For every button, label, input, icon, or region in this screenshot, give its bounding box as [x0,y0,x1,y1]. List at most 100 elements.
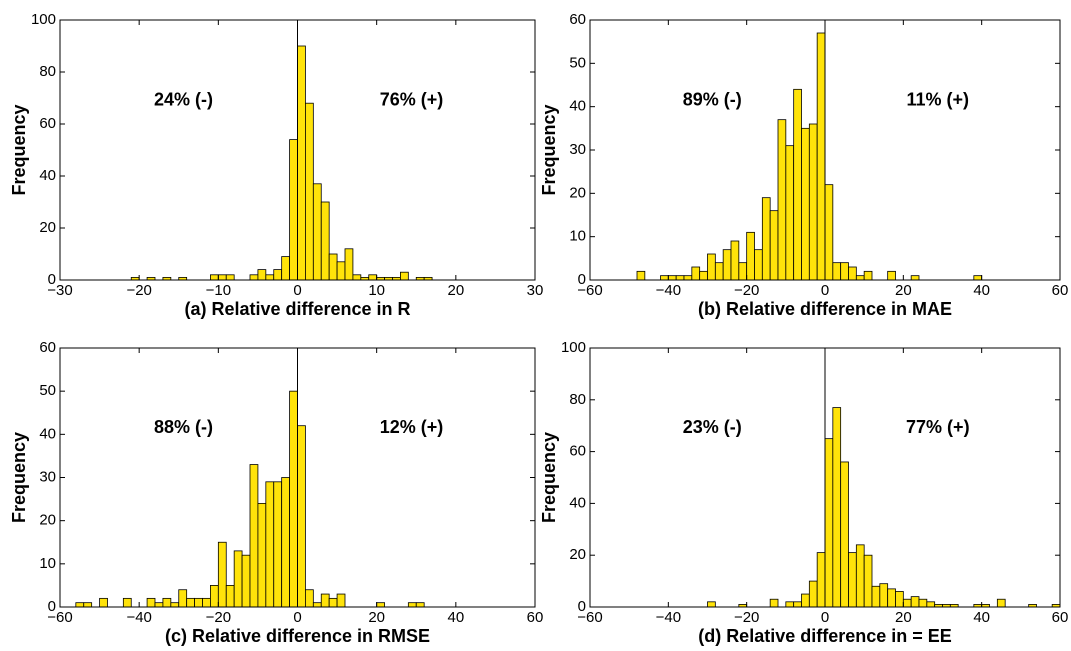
y-tick-label: 20 [39,512,56,529]
bar [636,270,646,281]
bar [265,274,275,281]
x-tick-label: 0 [293,609,301,626]
bar [257,502,267,608]
x-tick-label: −60 [577,282,602,299]
y-tick-label: 20 [39,219,56,236]
bar [320,201,330,281]
x-tick-label: 60 [1052,609,1069,626]
y-tick-label: 30 [569,141,586,158]
y-tick-label: 0 [48,271,56,288]
bar [273,269,283,281]
bar [910,596,920,608]
x-tick-label: −20 [206,609,231,626]
x-tick-label: 60 [527,609,544,626]
y-tick-label: 80 [569,391,586,408]
bar [312,183,322,281]
bar [761,197,771,281]
bar [769,598,779,608]
x-tick-label: 20 [447,282,464,299]
bar [281,256,290,281]
y-axis-label: Frequency [539,104,559,195]
bar [691,266,701,281]
x-axis-label: (a) Relative difference in R [184,299,410,319]
x-tick-label: 30 [527,282,544,299]
bar [154,602,164,608]
y-tick-label: 10 [39,555,56,572]
bar [816,552,826,608]
bar [895,591,904,608]
bar [973,275,983,281]
x-tick-label: 40 [973,282,990,299]
x-tick-label: 0 [821,282,829,299]
bar [840,262,849,281]
bar [824,438,834,608]
x-tick-label: 40 [447,609,464,626]
annotation: 23% (-) [683,417,742,437]
x-tick-label: 0 [821,609,829,626]
y-tick-label: 80 [39,63,56,80]
bar [217,541,227,608]
bar [730,240,740,281]
y-tick-label: 60 [569,443,586,460]
bar [368,274,378,281]
bar [910,275,920,281]
bar [855,544,865,608]
x-tick-label: −40 [656,609,681,626]
bar [863,270,873,281]
bar [918,598,928,608]
annotation: 77% (+) [906,417,970,437]
bar [808,580,818,608]
bar [257,269,267,281]
x-axis-label: (d) Relative difference in = EE [698,626,952,646]
bar [769,210,779,281]
bar [281,477,290,608]
y-tick-label: 20 [569,546,586,563]
y-tick-label: 100 [561,339,586,356]
bar [376,602,385,608]
bar [241,554,251,608]
x-tick-label: 0 [293,282,301,299]
bar [855,275,865,281]
bar [170,602,180,608]
bar [902,598,912,608]
bar [707,253,716,281]
bar [225,274,235,281]
bar [785,601,795,608]
y-tick-label: 60 [39,339,56,356]
bar [793,601,802,608]
annotation: 24% (-) [154,89,213,109]
x-tick-label: 60 [1052,282,1069,299]
bar [707,601,716,608]
bar [738,262,748,281]
y-tick-label: 60 [569,11,586,28]
bar [400,271,409,281]
bar [887,588,896,608]
x-tick-label: −40 [126,609,151,626]
bar [186,597,195,608]
bar [352,274,362,281]
x-tick-label: 20 [895,609,912,626]
bar [233,550,243,608]
bar [832,262,842,281]
x-tick-label: 10 [368,282,385,299]
bar [273,481,283,608]
x-tick-label: 20 [895,282,912,299]
y-tick-label: 50 [39,382,56,399]
bar [320,593,330,608]
bar [840,461,849,608]
annotation: 11% (+) [907,89,970,109]
y-tick-label: 50 [569,54,586,71]
bar [754,249,763,281]
y-tick-label: 40 [39,425,56,442]
y-axis-label: Frequency [9,432,29,523]
bar [202,597,211,608]
y-tick-label: 60 [39,115,56,132]
y-tick-label: 0 [578,271,586,288]
y-axis-label: Frequency [9,104,29,195]
bar [667,275,677,281]
x-tick-label: −20 [734,282,759,299]
x-tick-label: −10 [206,282,231,299]
bar [225,585,235,608]
bar [210,585,219,608]
bar [996,598,1006,608]
